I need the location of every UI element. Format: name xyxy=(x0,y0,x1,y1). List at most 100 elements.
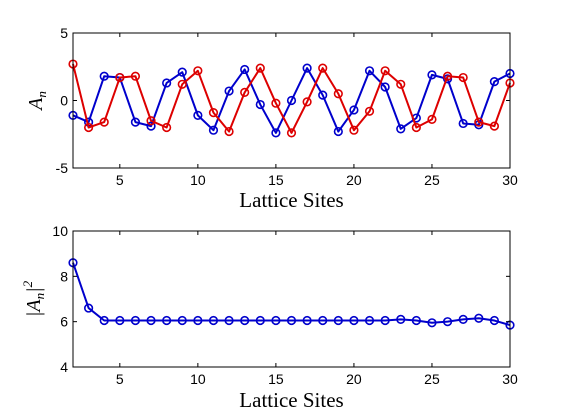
series-0-point xyxy=(349,105,359,115)
series-0-point xyxy=(255,99,265,110)
series-0-point xyxy=(146,315,156,326)
series-0-point xyxy=(442,317,453,327)
series-0-point xyxy=(302,63,312,73)
top-x-axis-label: Lattice Sites xyxy=(239,188,343,212)
series-0-point xyxy=(286,315,297,326)
series-0-point xyxy=(162,78,172,88)
series-0-point xyxy=(411,315,421,326)
series-0-point xyxy=(333,126,343,137)
series-1-point xyxy=(427,114,437,124)
x-tick-label: 30 xyxy=(502,172,518,188)
series-0-point xyxy=(162,315,172,326)
series-0-point xyxy=(364,66,375,76)
series-0-point xyxy=(240,64,250,75)
series-1-point xyxy=(364,106,375,116)
series-0-point xyxy=(427,70,437,80)
series-0-line xyxy=(72,262,511,327)
series-1-point xyxy=(442,71,453,81)
series-0-point xyxy=(442,74,453,84)
series-1-point xyxy=(489,121,499,131)
series-0-point xyxy=(224,315,234,326)
series-0-point xyxy=(286,95,297,106)
x-tick-label: 15 xyxy=(268,172,284,188)
series-1-point xyxy=(396,79,406,89)
series-0-point xyxy=(99,315,109,326)
series-0-point xyxy=(427,318,437,328)
series-0-point xyxy=(489,315,499,326)
series-0-point xyxy=(208,315,219,326)
series-0-point xyxy=(364,315,375,326)
series-0-line xyxy=(72,67,511,134)
top-y-axis-label: An xyxy=(25,91,49,112)
series-1-point xyxy=(84,122,94,133)
series-0-point xyxy=(208,125,219,135)
series-0-point xyxy=(271,315,281,326)
series-0-point xyxy=(193,315,203,326)
series-1-point xyxy=(286,128,297,138)
series-1-point xyxy=(349,125,359,135)
series-1-line xyxy=(72,63,511,134)
series-0-point xyxy=(380,82,390,92)
y-tick-label: 6 xyxy=(60,314,68,330)
x-tick-label: 30 xyxy=(502,371,518,387)
y-tick-label: 0 xyxy=(60,93,68,109)
series-1-point xyxy=(193,66,203,76)
series-0-point xyxy=(177,67,187,77)
x-tick-label: 10 xyxy=(190,371,206,387)
series-0-point xyxy=(224,86,234,96)
series-0-point xyxy=(99,71,109,81)
series-0-point xyxy=(255,315,265,326)
bottom-y-axis-label: |An|2 xyxy=(20,280,47,317)
series-1-point xyxy=(474,117,484,127)
series-1-point xyxy=(380,66,390,76)
series-1-point xyxy=(177,79,187,89)
bottom-axes-frame xyxy=(72,230,511,368)
bottom-axes: 5 10 15 20 25 30 10 8 6 4 Lattice Sites |An|2 xyxy=(20,223,518,412)
series-0-point xyxy=(146,121,156,131)
y-tick-label: 8 xyxy=(60,268,68,284)
series-1-point xyxy=(411,122,421,133)
series-0-point xyxy=(474,313,484,323)
x-tick-label: 25 xyxy=(424,172,440,188)
series-1-point xyxy=(458,72,468,83)
x-tick-label: 5 xyxy=(116,371,124,387)
series-0-point xyxy=(115,315,125,326)
series-0-point xyxy=(318,90,328,100)
series-0-point xyxy=(333,315,343,326)
series-1-point xyxy=(208,108,219,118)
series-1-point xyxy=(162,122,172,133)
series-1-point xyxy=(240,87,250,97)
series-1-point xyxy=(146,116,156,126)
series-0-point xyxy=(240,315,250,326)
x-tick-label: 10 xyxy=(190,172,206,188)
top-axes: 5 10 15 20 25 30 5 0 -5 Lattice Sites An xyxy=(25,25,518,212)
series-0-point xyxy=(271,128,281,138)
y-tick-label: 10 xyxy=(52,223,68,239)
bottom-ticks: 5 10 15 20 25 30 10 8 6 4 xyxy=(52,223,518,387)
series-0-point xyxy=(349,315,359,326)
series-1-point xyxy=(271,98,281,108)
series-0-point xyxy=(177,315,187,326)
series-1-point xyxy=(255,63,265,73)
y-tick-label: 5 xyxy=(60,25,68,41)
series-0-point xyxy=(396,124,406,134)
top-plot-layer xyxy=(68,59,515,138)
series-1-point xyxy=(224,126,234,137)
series-0-point xyxy=(84,303,94,313)
x-tick-label: 20 xyxy=(346,371,362,387)
series-0-point xyxy=(318,315,328,326)
x-tick-label: 20 xyxy=(346,172,362,188)
series-0-point xyxy=(130,315,141,326)
series-1-point xyxy=(99,117,109,127)
series-1-point xyxy=(318,63,328,73)
series-0-point xyxy=(130,117,141,127)
series-0-point xyxy=(193,110,203,120)
x-tick-label: 5 xyxy=(116,172,124,188)
series-1-point xyxy=(333,89,343,99)
series-1-point xyxy=(130,71,141,81)
top-ticks: 5 10 15 20 25 30 5 0 -5 xyxy=(56,25,518,188)
series-0-point xyxy=(489,76,499,87)
y-tick-label: -5 xyxy=(56,160,69,176)
